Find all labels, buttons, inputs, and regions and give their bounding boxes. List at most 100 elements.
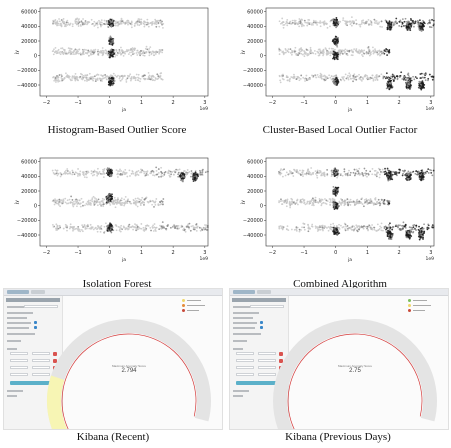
scatter-point	[323, 171, 326, 174]
scatter-point	[340, 79, 343, 82]
scatter-point	[307, 77, 310, 80]
scatter-point	[339, 20, 341, 23]
y-tick-label: 0	[260, 53, 263, 59]
scatter-point	[75, 171, 77, 174]
y-tick-label: 0	[34, 53, 37, 59]
scatter-point	[56, 22, 59, 25]
scatter-point	[312, 75, 315, 77]
scatter-point	[316, 176, 319, 179]
scatter-point	[74, 228, 77, 230]
scatter-point	[62, 53, 65, 56]
scatter-point	[74, 18, 77, 21]
scatter-point	[414, 20, 417, 23]
scatter-point	[59, 175, 62, 178]
scatter-point	[117, 22, 120, 25]
scatter-point	[343, 79, 346, 82]
scatter-point	[177, 173, 180, 176]
scatter-point	[60, 75, 63, 78]
scatter-point	[83, 48, 86, 51]
y-tick-label: −40000	[243, 83, 263, 89]
scatter-point	[386, 26, 389, 29]
scatter-point	[102, 203, 105, 206]
scatter-point	[362, 77, 364, 80]
scatter-point	[401, 169, 404, 172]
scatter-point	[136, 171, 138, 173]
scatter-point	[340, 202, 343, 204]
scatter-point	[420, 28, 422, 30]
scatter-point	[107, 23, 110, 26]
scatter-point	[291, 50, 294, 53]
scatter-point	[143, 170, 146, 173]
scatter-point	[71, 204, 74, 206]
scatter-point	[430, 171, 433, 174]
scatter-point	[381, 52, 383, 55]
scatter-point	[56, 227, 59, 230]
scatter-point	[339, 201, 341, 204]
scatter-point	[376, 23, 379, 25]
scatter-point	[408, 76, 411, 79]
scatter-point	[400, 25, 403, 28]
scatter-point	[361, 20, 363, 22]
scatter-point	[108, 43, 111, 45]
scatter-point	[106, 171, 108, 174]
scatter-point	[310, 167, 313, 169]
scatter-point	[278, 53, 281, 56]
scatter-point	[102, 205, 105, 208]
scatter-point	[130, 226, 133, 229]
y-tick-label: 40000	[21, 24, 37, 30]
y-tick-label: 20000	[247, 39, 263, 45]
scatter-point	[363, 199, 366, 201]
scatter-point	[153, 205, 155, 208]
scatter-point	[61, 52, 64, 54]
scatter-point	[150, 53, 153, 56]
scatter-point	[158, 25, 161, 28]
scatter-point	[126, 200, 129, 203]
scatter-point	[431, 18, 433, 21]
axes-frame	[39, 7, 209, 97]
scatter-point	[345, 20, 348, 23]
scatter-point	[401, 78, 404, 80]
scatter-point	[58, 224, 61, 227]
scatter-point	[144, 21, 147, 24]
scatter-point	[308, 19, 311, 21]
scatter-point	[195, 223, 198, 226]
scatter-point	[139, 204, 142, 206]
scatter-point	[377, 50, 379, 52]
scatter-point	[105, 20, 108, 22]
scatter-point	[299, 198, 302, 201]
scatter-point	[285, 75, 288, 77]
scatter-point	[291, 172, 294, 175]
scatter-point	[99, 78, 102, 80]
scatter-point	[204, 224, 206, 226]
scatter-point	[288, 80, 291, 83]
scatter-point	[103, 198, 106, 201]
scatter-point	[333, 53, 336, 56]
scatter-points	[278, 167, 435, 241]
scatter-point	[292, 201, 295, 204]
scatter-point	[378, 75, 381, 78]
scatter-point	[149, 78, 152, 81]
scatter-point	[77, 173, 80, 176]
scatter-point	[98, 19, 100, 22]
scatter-point	[347, 78, 350, 81]
scatter-point	[77, 226, 80, 228]
scatter-point	[127, 228, 129, 231]
scatter-point	[427, 79, 429, 82]
scatter-point	[368, 23, 370, 25]
scatter-point	[162, 198, 165, 200]
scatter-point	[283, 168, 285, 171]
scatter-point	[287, 51, 290, 54]
scatter-point	[308, 23, 311, 26]
scatter-point	[81, 224, 84, 227]
scatter-point	[65, 25, 67, 28]
scatter-point	[120, 197, 123, 200]
scatter-point	[188, 227, 190, 230]
scatter-point	[356, 51, 359, 54]
scatter-point	[360, 50, 363, 52]
scatter-point	[59, 205, 61, 208]
scatter-point	[179, 171, 181, 174]
scatter-point	[431, 174, 434, 177]
scatter-point	[286, 199, 289, 202]
scatter-point	[161, 221, 164, 224]
scatter-point	[130, 23, 133, 26]
